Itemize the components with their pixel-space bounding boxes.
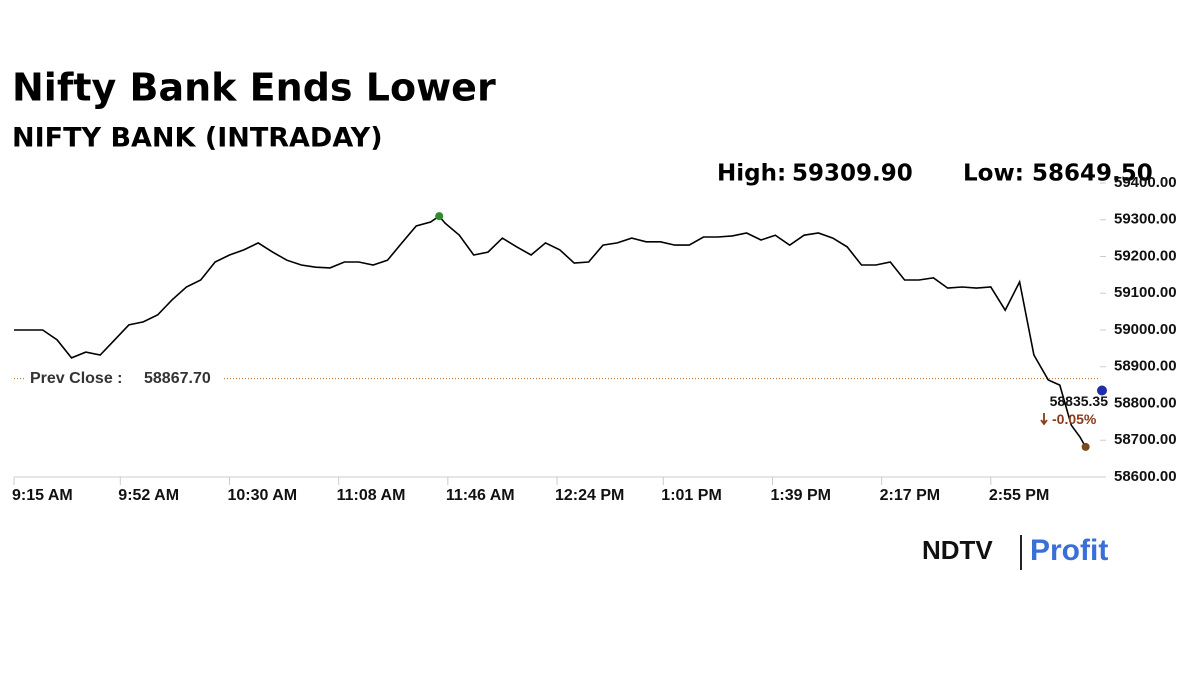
prev-close-bg: [24, 368, 224, 389]
x-tick-label: 9:52 AM: [118, 487, 179, 504]
x-tick-label: 2:55 PM: [989, 487, 1049, 504]
brand-product: Profit: [1030, 534, 1108, 567]
y-tick-label: 58600.00: [1114, 468, 1177, 485]
x-tick-label: 10:30 AM: [227, 487, 297, 504]
last-marker: [1097, 385, 1107, 396]
prev-close-label: Prev Close :: [30, 370, 122, 387]
y-tick-label: 59400.00: [1114, 174, 1177, 191]
high-marker: [435, 212, 444, 221]
prev-close-value: 58867.70: [144, 370, 211, 387]
y-tick-label: 58900.00: [1114, 358, 1177, 375]
y-tick-label: 58800.00: [1114, 394, 1177, 411]
high-label: High:: [717, 161, 786, 187]
end-marker: [1081, 442, 1090, 451]
change-label: -0.05%: [1052, 411, 1097, 427]
down-arrow: [1040, 413, 1048, 426]
x-tick-label: 1:01 PM: [661, 487, 721, 504]
low-value: 58649.50: [1032, 161, 1153, 187]
x-tick-label: 1:39 PM: [770, 487, 830, 504]
x-tick-label: 9:15 AM: [12, 487, 73, 504]
y-tick-label: 59300.00: [1114, 211, 1177, 228]
low-label: Low:: [963, 161, 1024, 187]
y-tick-label: 58700.00: [1114, 431, 1177, 448]
x-tick-label: 11:46 AM: [446, 487, 515, 504]
chart-subtitle: NIFTY BANK (INTRADAY): [12, 123, 383, 154]
x-tick-label: 2:17 PM: [880, 487, 940, 504]
chart-title: Nifty Bank Ends Lower: [12, 66, 496, 110]
brand-name: NDTV: [922, 535, 993, 565]
last-value: 58835.35: [1050, 393, 1109, 409]
price-line: [14, 215, 1087, 448]
x-tick-label: 11:08 AM: [337, 487, 406, 504]
y-tick-label: 59200.00: [1114, 247, 1177, 264]
x-tick-label: 12:24 PM: [555, 487, 624, 504]
y-tick-label: 59000.00: [1114, 321, 1177, 338]
high-value: 59309.90: [792, 161, 913, 187]
y-tick-label: 59100.00: [1114, 284, 1177, 301]
